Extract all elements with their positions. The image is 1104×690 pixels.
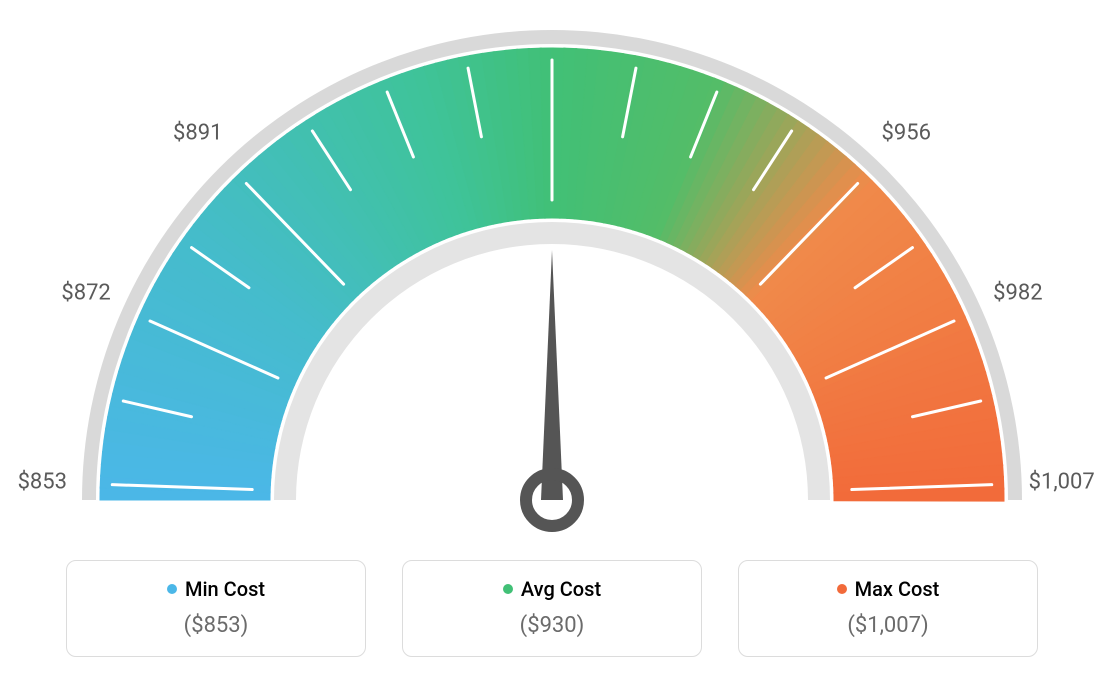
gauge-tick-label: $930: [527, 0, 576, 3]
legend-title-min: Min Cost: [167, 577, 265, 601]
legend-card-min: Min Cost ($853): [66, 560, 366, 657]
legend-value: ($930): [413, 613, 691, 638]
gauge-svg: [40, 20, 1064, 540]
legend-card-max: Max Cost ($1,007): [738, 560, 1038, 657]
gauge-tick-label: $872: [61, 280, 110, 305]
legend-label: Avg Cost: [521, 577, 601, 601]
gauge-tick-label: $891: [173, 121, 222, 146]
legend-label: Max Cost: [855, 577, 940, 601]
legend-value: ($1,007): [749, 613, 1027, 638]
gauge-tick-label: $956: [882, 121, 931, 146]
gauge-tick-label: $853: [18, 470, 67, 495]
gauge-tick-label: $1,007: [1029, 470, 1095, 495]
legend-title-max: Max Cost: [837, 577, 940, 601]
legend-card-avg: Avg Cost ($930): [402, 560, 702, 657]
dot-icon: [167, 584, 177, 594]
legend-title-avg: Avg Cost: [503, 577, 601, 601]
dot-icon: [837, 584, 847, 594]
legend-row: Min Cost ($853) Avg Cost ($930) Max Cost…: [40, 560, 1064, 657]
legend-label: Min Cost: [185, 577, 265, 601]
legend-value: ($853): [77, 613, 355, 638]
gauge-chart: $853$872$891$930$956$982$1,007: [40, 20, 1064, 540]
dot-icon: [503, 584, 513, 594]
gauge-tick-label: $982: [993, 280, 1042, 305]
